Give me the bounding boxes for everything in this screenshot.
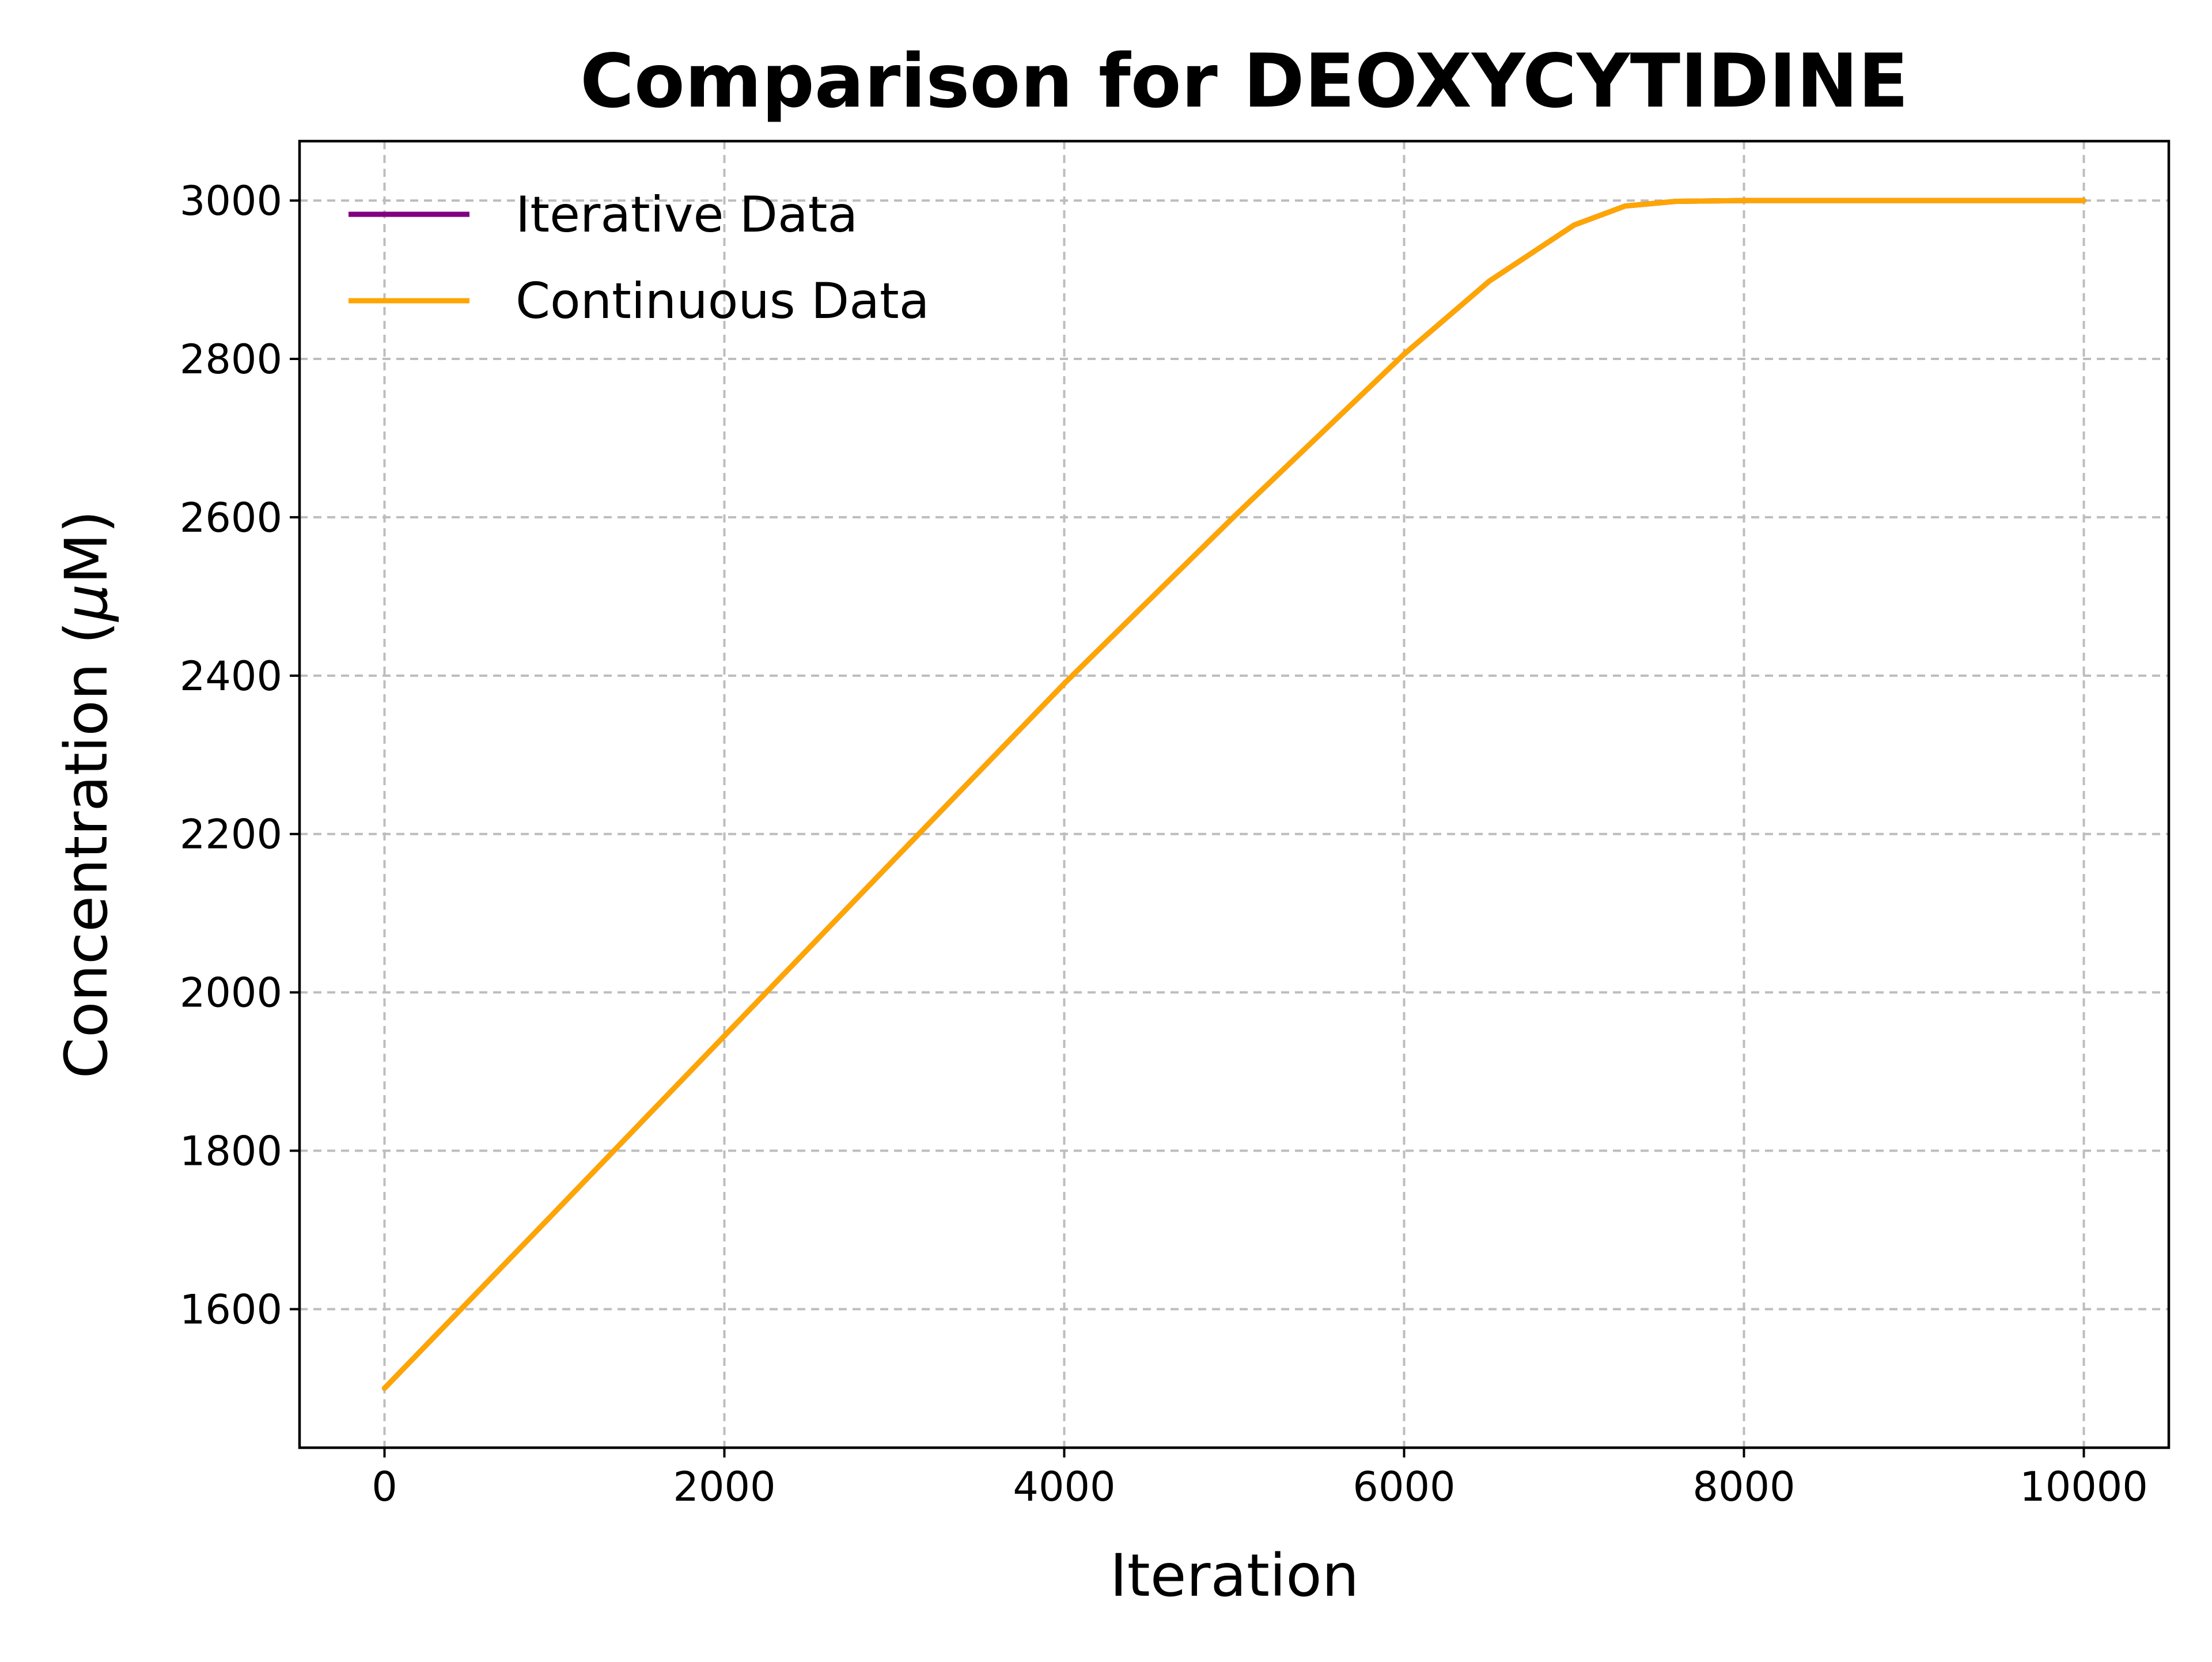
- y-tick-label: 3000: [180, 177, 282, 225]
- legend-label-2: Continuous Data: [516, 272, 929, 330]
- y-tick-label: 1800: [180, 1128, 282, 1175]
- legend-label-1: Iterative Data: [516, 186, 858, 244]
- x-tick-label: 10000: [2020, 1463, 2148, 1510]
- chart-title: Comparison for DEOXYCYTIDINE: [580, 39, 1908, 124]
- y-tick-label: 2400: [180, 653, 282, 700]
- x-tick-label: 2000: [673, 1463, 775, 1510]
- x-tick-label: 6000: [1353, 1463, 1455, 1510]
- y-tick-label: 2000: [180, 970, 282, 1017]
- x-tick-label: 0: [372, 1463, 397, 1510]
- y-axis-label-end: M): [52, 510, 121, 584]
- plot-frame: [298, 139, 2171, 1449]
- legend: Iterative Data Continuous Data: [349, 186, 929, 330]
- y-tick-label: 1600: [180, 1286, 282, 1333]
- grid: [300, 141, 2169, 1448]
- y-tick-label: 2200: [180, 811, 282, 858]
- y-tick-label: 2600: [180, 494, 282, 542]
- series-line-2: [382, 198, 2086, 1391]
- axis-ticks: 0 2000 4000 6000 8000 10000 1600 1800 2000 2200 24…: [180, 177, 2148, 1510]
- y-axis-label: Concentration (μM): [52, 510, 121, 1079]
- y-axis-label-mu: μ: [52, 584, 121, 623]
- y-tick-label: 2800: [180, 336, 282, 383]
- series-layer: [382, 198, 2086, 1391]
- x-axis-label: Iteration: [1110, 1542, 1359, 1610]
- y-axis-label-start: Concentration (: [52, 621, 121, 1078]
- x-tick-label: 4000: [1013, 1463, 1115, 1510]
- series-line-1: [382, 198, 2086, 1391]
- x-tick-label: 8000: [1692, 1463, 1795, 1510]
